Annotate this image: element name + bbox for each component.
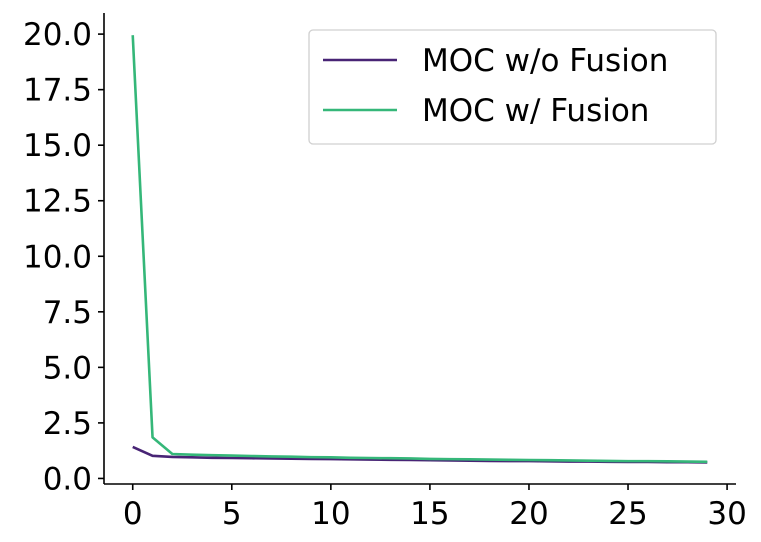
y-tick-label: 0.0 [43, 461, 92, 497]
series-line-2 [131, 35, 708, 464]
y-tick-label: 17.5 [23, 73, 92, 109]
legend-label: MOC w/ Fusion [422, 93, 649, 129]
series-layer [131, 35, 708, 464]
y-tick-label: 15.0 [23, 128, 92, 164]
y-tick-label: 2.5 [43, 406, 92, 442]
x-tick-label: 20 [509, 496, 548, 532]
x-tick-label: 15 [410, 496, 449, 532]
y-tick-label: 10.0 [23, 239, 92, 275]
legend-box [308, 29, 717, 145]
y-tick-label: 12.5 [23, 184, 92, 220]
axes: 0 5 10 15 20 25 30 0.0 2.5 5.0 7.5 10.0 12.5 15.0 17.5… [23, 13, 747, 532]
x-tick-label: 25 [608, 496, 647, 532]
legend-label: MOC w/o Fusion [422, 43, 668, 79]
x-tick-label: 10 [311, 496, 350, 532]
y-tick-label: 7.5 [43, 295, 92, 331]
x-tick-label: 30 [707, 496, 746, 532]
y-tick-label: 20.0 [23, 17, 92, 53]
legend: MOC w/o Fusion MOC w/ Fusion [308, 29, 717, 145]
x-tick-label: 0 [123, 496, 143, 532]
y-tick-label: 5.0 [43, 350, 92, 386]
x-tick-label: 5 [222, 496, 242, 532]
